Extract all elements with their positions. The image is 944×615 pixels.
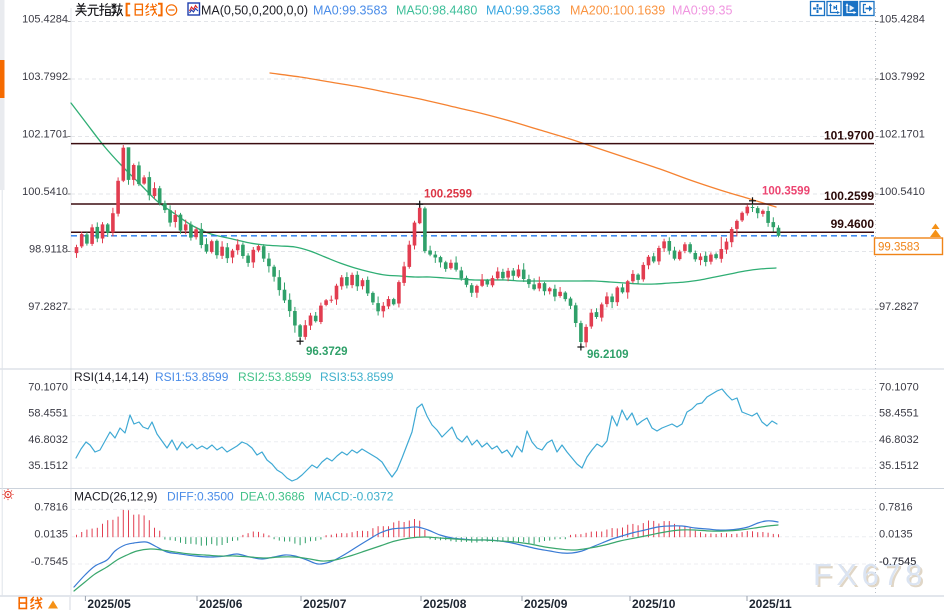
svg-text:58.4551: 58.4551: [28, 408, 68, 420]
svg-text:DEA:0.3686: DEA:0.3686: [240, 490, 305, 504]
svg-text:96.2109: 96.2109: [587, 349, 629, 361]
svg-text:100.2599: 100.2599: [424, 189, 472, 201]
svg-text:100.5410: 100.5410: [22, 186, 68, 198]
svg-text:2025/05: 2025/05: [87, 597, 131, 610]
svg-text:RSI2:53.8599: RSI2:53.8599: [238, 370, 312, 384]
svg-text:70.1070: 70.1070: [28, 381, 68, 393]
svg-text:MA50:98.4480: MA50:98.4480: [396, 4, 477, 18]
svg-text:MACD:-0.0372: MACD:-0.0372: [314, 490, 394, 504]
svg-text:2025/06: 2025/06: [199, 597, 243, 610]
svg-text:0.0135: 0.0135: [34, 529, 68, 541]
svg-text:100.2599: 100.2599: [824, 189, 874, 203]
svg-text:100.3599: 100.3599: [762, 186, 810, 198]
svg-text:0.7816: 0.7816: [879, 501, 913, 513]
svg-text:2025/07: 2025/07: [303, 597, 347, 610]
svg-text:0.7816: 0.7816: [34, 501, 68, 513]
svg-text:RSI3:53.8599: RSI3:53.8599: [320, 370, 394, 384]
svg-text:58.4551: 58.4551: [879, 408, 919, 420]
svg-text:FX678: FX678: [813, 557, 927, 592]
svg-text:RSI1:53.8599: RSI1:53.8599: [155, 370, 229, 384]
svg-text:-0.7545: -0.7545: [31, 556, 68, 568]
svg-text:2025/08: 2025/08: [423, 597, 467, 610]
svg-text:97.2827: 97.2827: [879, 301, 919, 313]
svg-text:DIFF:0.3500: DIFF:0.3500: [167, 490, 234, 504]
svg-text:103.7992: 103.7992: [879, 71, 925, 83]
svg-text:99.3583: 99.3583: [878, 242, 920, 254]
svg-text:96.3729: 96.3729: [306, 346, 348, 358]
svg-text:102.1701: 102.1701: [879, 129, 925, 141]
svg-text:103.7992: 103.7992: [22, 71, 68, 83]
svg-text:-0.7545: -0.7545: [879, 556, 916, 568]
svg-text:MA(0,50,0,200,0,0): MA(0,50,0,200,0,0): [201, 4, 308, 18]
svg-text:46.8032: 46.8032: [28, 434, 68, 446]
svg-text:-0.7545: -0.7545: [879, 556, 916, 568]
svg-text:105.4284: 105.4284: [879, 14, 925, 26]
svg-text:70.1070: 70.1070: [879, 381, 919, 393]
svg-text:35.1512: 35.1512: [879, 460, 919, 472]
svg-text:46.8032: 46.8032: [879, 434, 919, 446]
svg-text:FX678: FX678: [815, 559, 929, 594]
svg-text:MA200:100.1639: MA200:100.1639: [570, 4, 665, 18]
svg-text:98.9118: 98.9118: [29, 244, 68, 256]
svg-text:MACD(26,12,9): MACD(26,12,9): [74, 490, 157, 504]
svg-text:102.1701: 102.1701: [22, 129, 68, 141]
svg-text:105.4284: 105.4284: [22, 14, 68, 26]
svg-text:97.2827: 97.2827: [28, 301, 68, 313]
svg-text:MA0:99.3583: MA0:99.3583: [313, 4, 387, 18]
svg-text:35.1512: 35.1512: [28, 460, 68, 472]
svg-text:MA0:99.35: MA0:99.35: [672, 4, 733, 18]
svg-text:RSI(14,14,14): RSI(14,14,14): [74, 370, 149, 384]
svg-text:0.0135: 0.0135: [879, 529, 913, 541]
svg-text:100.5410: 100.5410: [879, 186, 925, 198]
svg-text:101.9700: 101.9700: [824, 129, 874, 143]
svg-text:2025/09: 2025/09: [524, 597, 568, 610]
svg-text:MA0:99.3583: MA0:99.3583: [486, 4, 560, 18]
svg-text:2025/10: 2025/10: [632, 597, 676, 610]
svg-text:99.4600: 99.4600: [831, 217, 875, 231]
svg-text:2025/11: 2025/11: [749, 597, 792, 610]
